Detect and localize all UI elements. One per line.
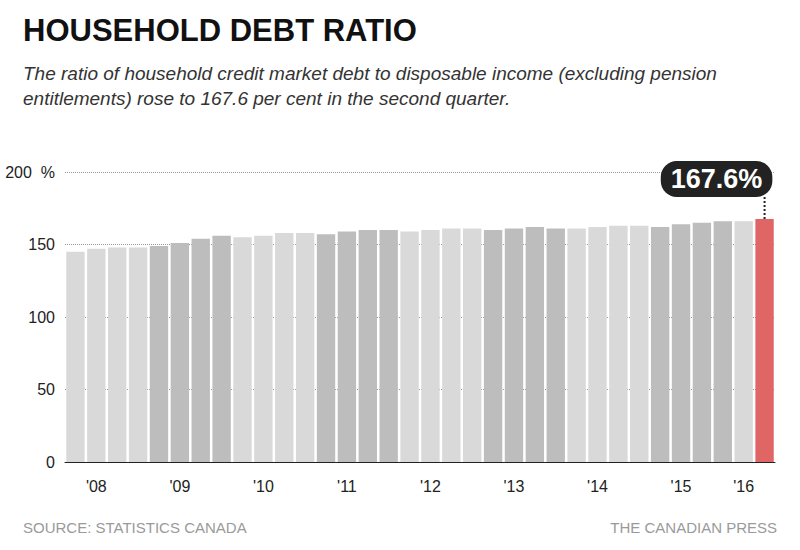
svg-text:167.6%: 167.6%: [671, 164, 763, 194]
svg-text:'12: '12: [420, 478, 441, 495]
svg-text:'08: '08: [86, 478, 107, 495]
svg-text:entitlements) rose to 167.6 pe: entitlements) rose to 167.6 per cent in …: [23, 88, 510, 109]
svg-text:150: 150: [28, 236, 55, 253]
svg-text:'15: '15: [671, 478, 692, 495]
svg-text:200 %: 200 %: [5, 164, 55, 181]
svg-text:THE CANADIAN PRESS: THE CANADIAN PRESS: [610, 519, 777, 536]
svg-text:HOUSEHOLD DEBT RATIO: HOUSEHOLD DEBT RATIO: [23, 13, 417, 48]
svg-text:0: 0: [46, 454, 55, 471]
svg-text:SOURCE: STATISTICS CANADA: SOURCE: STATISTICS CANADA: [23, 519, 247, 536]
svg-text:'10: '10: [253, 478, 274, 495]
svg-text:'14: '14: [587, 478, 608, 495]
svg-text:100: 100: [28, 309, 55, 326]
svg-text:50: 50: [37, 381, 55, 398]
svg-text:'11: '11: [337, 478, 357, 495]
svg-text:The ratio of household credit: The ratio of household credit market deb…: [23, 63, 722, 84]
svg-text:'13: '13: [504, 478, 525, 495]
svg-text:'09: '09: [169, 478, 190, 495]
svg-text:'16: '16: [733, 478, 754, 495]
